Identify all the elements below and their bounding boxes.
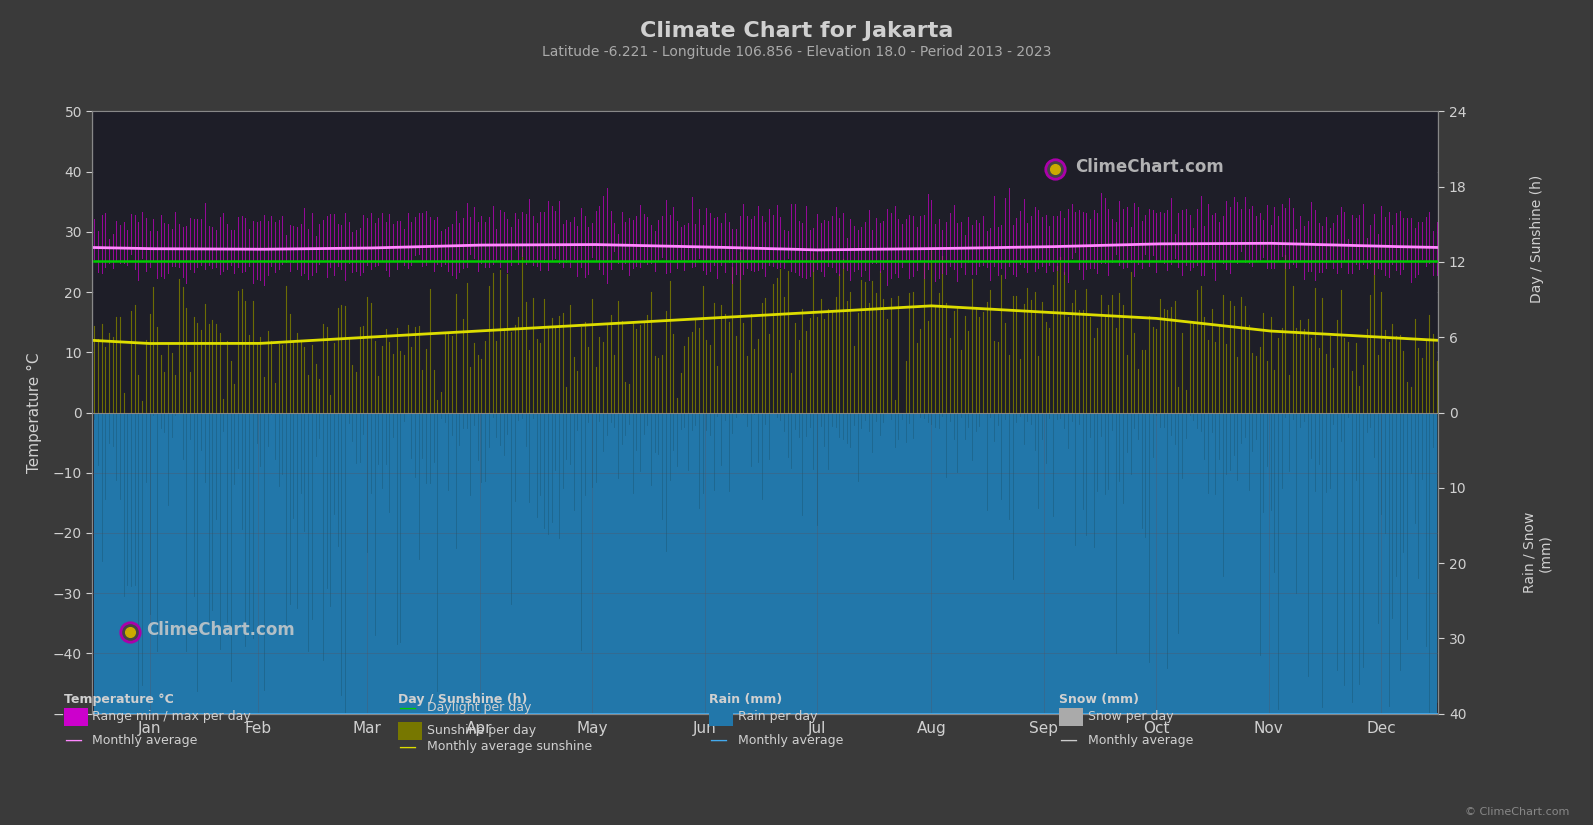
Text: Climate Chart for Jakarta: Climate Chart for Jakarta xyxy=(640,21,953,40)
Text: —: — xyxy=(709,731,726,749)
Text: Day / Sunshine (h): Day / Sunshine (h) xyxy=(398,693,527,706)
Text: Temperature °C: Temperature °C xyxy=(64,693,174,706)
Text: —: — xyxy=(398,699,416,717)
Text: Monthly average sunshine: Monthly average sunshine xyxy=(427,740,593,753)
Text: —: — xyxy=(1059,731,1077,749)
Text: Day / Sunshine (h): Day / Sunshine (h) xyxy=(1531,175,1544,304)
Text: Sunshine per day: Sunshine per day xyxy=(427,724,537,737)
Text: Latitude -6.221 - Longitude 106.856 - Elevation 18.0 - Period 2013 - 2023: Latitude -6.221 - Longitude 106.856 - El… xyxy=(542,45,1051,59)
Text: Snow per day: Snow per day xyxy=(1088,710,1174,723)
Text: © ClimeChart.com: © ClimeChart.com xyxy=(1464,807,1569,817)
Text: —: — xyxy=(64,731,81,749)
Text: Snow (mm): Snow (mm) xyxy=(1059,693,1139,706)
Text: Rain (mm): Rain (mm) xyxy=(709,693,782,706)
Text: Monthly average: Monthly average xyxy=(738,733,843,747)
Text: ClimeChart.com: ClimeChart.com xyxy=(1075,158,1223,176)
Text: —: — xyxy=(398,738,416,756)
Text: Daylight per day: Daylight per day xyxy=(427,701,532,714)
Text: Monthly average: Monthly average xyxy=(1088,733,1193,747)
Y-axis label: Temperature °C: Temperature °C xyxy=(27,352,41,473)
Text: ClimeChart.com: ClimeChart.com xyxy=(147,621,295,639)
Text: Range min / max per day: Range min / max per day xyxy=(92,710,252,723)
Text: Monthly average: Monthly average xyxy=(92,733,198,747)
Text: Rain per day: Rain per day xyxy=(738,710,817,723)
Text: Rain / Snow
(mm): Rain / Snow (mm) xyxy=(1523,512,1552,593)
